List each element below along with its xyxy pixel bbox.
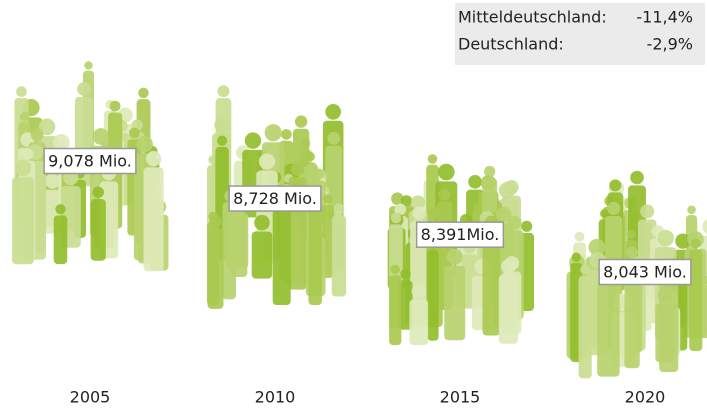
summary-name: Deutschland:: [458, 35, 564, 54]
chart: 9,078 Mio. 2005 8,728 Mio. 2010 8,391Mio. 201…: [0, 0, 707, 413]
value-label: 9,078 Mio.: [48, 152, 132, 171]
summary-value: -11,4%: [636, 8, 693, 27]
crowds: [12, 61, 707, 378]
value-label: 8,391Mio.: [421, 225, 500, 244]
x-tick-label: 2010: [255, 388, 296, 407]
summary-value: -2,9%: [647, 35, 693, 54]
summary-name: Mitteldeutschland:: [458, 8, 607, 27]
crowd: [388, 154, 534, 345]
value-label: 8,043 Mio.: [603, 263, 687, 282]
x-tick-label: 2005: [70, 388, 111, 407]
x-tick-label: 2015: [440, 388, 481, 407]
x-tick-label: 2020: [625, 388, 666, 407]
value-label: 8,728 Mio.: [233, 189, 317, 208]
